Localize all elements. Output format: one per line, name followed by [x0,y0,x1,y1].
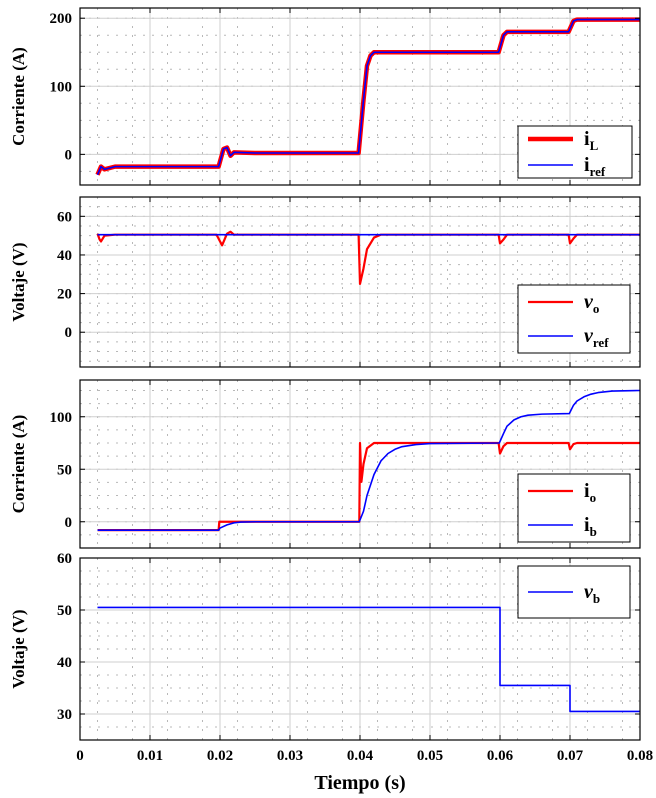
y-tick-label: 0 [65,515,73,531]
legend-label: iref [584,154,606,179]
legend-label-main: i [584,514,590,536]
panel-4: 30 40 50 60 Voltaje (V) 0 0.01 0.02 0.03 0.04 0.05… [9,551,653,794]
legend-label-main: v [584,325,594,347]
series-line-i-b [97,389,640,531]
y-tick-label: 40 [57,655,72,671]
legend-label-main: i [584,128,590,150]
x-axis-label: Tiempo (s) [314,772,405,794]
x-tick-label: 0.05 [417,748,443,764]
y-tick-label: 200 [50,11,73,27]
legend-box [517,473,631,543]
legend-label-main: i [584,480,590,502]
y-axis-label: Corriente (A) [9,47,28,146]
legend-label-sub: b [593,591,600,606]
legend-label-main: v [584,291,594,313]
legend-label: vb [584,581,600,606]
y-axis-label: Corriente (A) [9,415,28,514]
x-tick-label: 0.02 [207,748,233,764]
y-tick-label: 50 [57,462,72,478]
legend-label-sub: ref [593,335,609,350]
legend-box [517,125,633,179]
legend-label-sub: ref [590,164,606,179]
legend-label-sub: o [590,490,597,505]
y-tick-label: 0 [65,325,73,341]
x-tick-label: 0.06 [487,748,514,764]
legend-label: vo [584,291,599,316]
legend: vb [517,565,631,619]
x-tick-label: 0.04 [347,748,374,764]
y-axis-label: Voltaje (V) [9,609,28,688]
y-tick-label: 0 [65,147,73,163]
x-tick-label: 0.08 [627,748,653,764]
y-tick-label: 100 [50,410,73,426]
y-tick-label: 100 [50,79,73,95]
y-tick-label: 60 [57,209,72,225]
x-tick-label: 0.03 [277,748,303,764]
y-tick-label: 50 [57,603,72,619]
legend-label: vref [584,325,609,350]
y-tick-label: 40 [57,248,72,264]
legend-label-sub: b [590,524,597,539]
legend-label-main: i [584,154,590,176]
legend-box [517,284,631,354]
y-tick-label: 30 [57,707,72,723]
series-line-i-ref [96,18,640,176]
legend-label: iL [584,128,599,153]
legend-label-sub: L [590,138,599,153]
x-tick-label: 0 [76,748,84,764]
series-line-v-b [97,606,640,713]
legend-label: ib [584,514,597,539]
legend-label-main: v [584,581,594,603]
x-tick-label: 0.01 [137,748,163,764]
legend-box [517,565,631,619]
legend-label: io [584,480,596,505]
x-tick-label: 0.07 [557,748,584,764]
y-tick-label: 20 [57,287,72,303]
y-tick-label: 60 [57,551,72,567]
y-axis-label: Voltaje (V) [9,242,28,321]
legend-label-sub: o [593,301,600,316]
